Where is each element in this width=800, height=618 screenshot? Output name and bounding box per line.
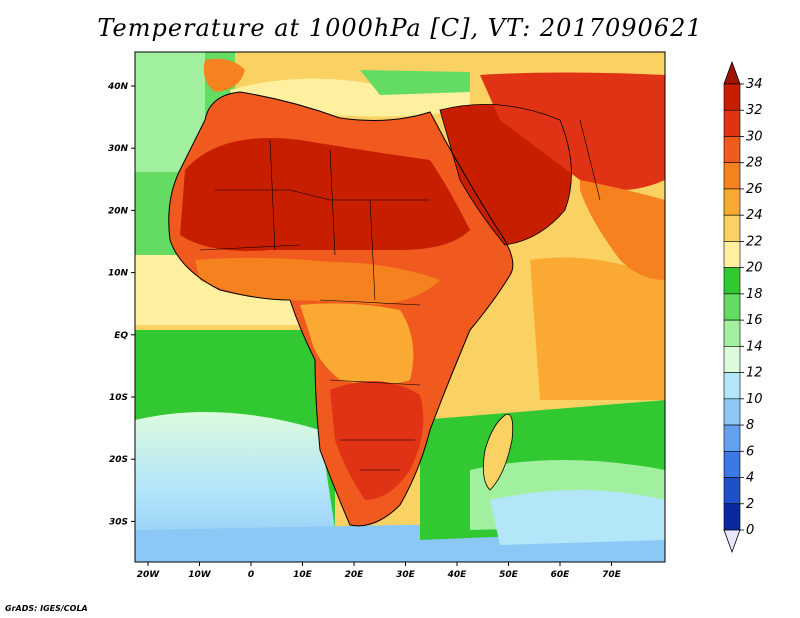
y-axis-ticks: 40N 30N 20N 10N EQ 10S 20S 30S: [107, 82, 135, 527]
colorbar-label: 30: [746, 129, 763, 144]
x-tick-label: 10E: [293, 570, 313, 580]
colorbar-segment: [723, 188, 741, 216]
grads-credit: GrADS: IGES/COLA: [5, 604, 88, 613]
colorbar-segment: [723, 372, 741, 400]
colorbar-segment: [723, 346, 741, 373]
map-title: Temperature at 1000hPa [C], VT: 20170906…: [97, 14, 703, 42]
colorbar-segment: [723, 477, 741, 505]
colorbar-label: 4: [746, 471, 754, 486]
sahel-warm: [195, 257, 440, 305]
x-tick-label: 20W: [137, 570, 161, 580]
country-borders: [199, 119, 601, 471]
x-tick-label: 30E: [396, 570, 416, 580]
madagascar: [482, 413, 514, 491]
colorbar-label: 20: [746, 261, 763, 276]
europe-south-cool: [360, 70, 470, 95]
colorbar-label: 2: [746, 497, 754, 512]
arabian-sea-warm: [530, 257, 665, 400]
sahara-hot-region: [180, 138, 470, 251]
colorbar-label: 10: [746, 392, 763, 407]
central-africa-mild: [300, 303, 414, 385]
x-tick-label: 50E: [499, 570, 519, 580]
colorbar-segment: [723, 293, 741, 321]
x-tick-label: 40E: [447, 570, 468, 580]
colorbar-label: 8: [746, 418, 754, 433]
iberia: [203, 58, 245, 92]
south-atlantic-cold: [135, 412, 340, 562]
africa-coastline: [168, 91, 514, 527]
colorbar-segment: [723, 241, 741, 268]
y-tick-label: 10N: [108, 269, 129, 279]
colorbar-label: 16: [746, 313, 763, 328]
colorbar-label: 24: [746, 208, 763, 223]
colorbar-segment: [723, 136, 741, 164]
y-tick-label: 30S: [109, 517, 128, 527]
colorbar-segment: [723, 109, 741, 137]
x-axis-ticks: 20W 10W 0 10E 20E 30E 40E 50E 60E 70E: [137, 562, 622, 580]
colorbar-segment: [723, 83, 741, 111]
colorbar-segment: [723, 424, 741, 452]
colorbar-label: 12: [746, 366, 763, 381]
map-plot-area: [135, 52, 665, 562]
x-tick-label: 10W: [188, 570, 212, 580]
colorbar-segment: [723, 214, 741, 242]
colorbar-under-arrow: [723, 529, 741, 554]
plot-frame: [134, 51, 666, 563]
x-tick-label: 0: [248, 570, 254, 580]
x-tick-label: 70E: [602, 570, 622, 580]
colorbar-label: 0: [746, 523, 754, 538]
x-tick-label: 20E: [345, 570, 365, 580]
colorbar-segment: [723, 450, 741, 478]
indian-ocean-south-cold: [490, 490, 665, 545]
colorbar-label: 18: [746, 287, 763, 302]
y-tick-label: 20N: [108, 206, 129, 216]
y-tick-label: 20S: [109, 455, 128, 465]
arabia-coastline: [439, 104, 572, 246]
colorbar-label: 26: [746, 182, 763, 197]
y-tick-label: 10S: [109, 393, 128, 403]
colorbar-segment: [723, 267, 741, 295]
colorbar-segment: [723, 162, 741, 190]
colorbar-label: 34: [746, 77, 763, 92]
middle-east-hot: [480, 72, 665, 190]
colorbar-label: 28: [746, 156, 763, 171]
colorbar-segment: [723, 503, 741, 531]
colorbar-label: 22: [746, 234, 763, 249]
y-tick-label: EQ: [114, 331, 128, 341]
colorbar-label: 6: [746, 444, 754, 459]
india-warm: [580, 180, 665, 280]
colorbar-segment: [723, 319, 741, 347]
y-tick-label: 40N: [107, 82, 129, 92]
x-tick-label: 60E: [551, 570, 571, 580]
colorbar-over-arrow: [723, 60, 741, 85]
colorbar-segment: [723, 398, 741, 426]
colorbar-label: 32: [746, 103, 763, 118]
colorbar-label: 14: [746, 339, 763, 354]
y-tick-label: 30N: [108, 144, 129, 154]
